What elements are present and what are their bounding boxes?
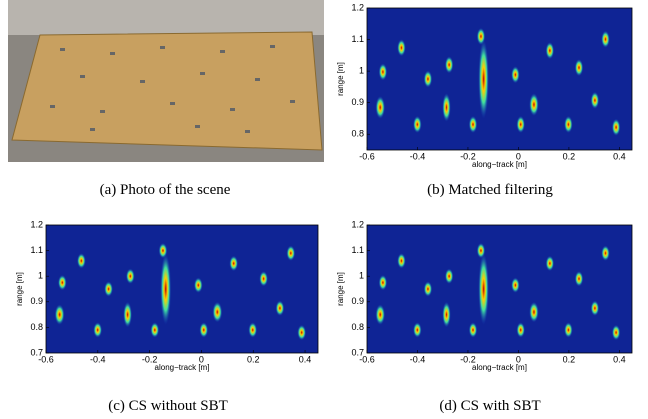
x-tick-label: 0 [516, 354, 521, 364]
x-axis-label: along−track [m] [155, 363, 210, 372]
y-tick-label: 0.8 [30, 322, 43, 332]
x-tick-label: -0.6 [38, 354, 54, 364]
y-tick-label: 0.7 [351, 347, 364, 357]
x-axis-label: along−track [m] [472, 160, 527, 169]
x-tick-label: 0.2 [247, 354, 260, 364]
axes-frame [366, 7, 633, 151]
x-tick-label: 0.2 [563, 151, 576, 161]
x-tick-label: 0.4 [613, 354, 626, 364]
y-axis-label: range [m] [15, 272, 24, 306]
caption: (b) Matched filtering [427, 182, 553, 198]
x-tick-label: -0.6 [359, 151, 375, 161]
y-tick-label: 1.2 [351, 219, 364, 229]
photo [8, 0, 324, 162]
x-tick-label: -0.6 [359, 354, 375, 364]
x-tick-label: -0.4 [90, 354, 106, 364]
caption: (c) CS without SBT [108, 398, 228, 414]
axes-frame [366, 224, 633, 354]
y-tick-label: 1 [359, 65, 364, 75]
y-tick-label: 0.7 [30, 347, 43, 357]
heatmap [46, 225, 318, 353]
y-tick-label: 1 [38, 271, 43, 281]
caption: (a) Photo of the scene [100, 182, 231, 198]
x-tick-label: -0.2 [460, 151, 476, 161]
x-tick-label: -0.2 [460, 354, 476, 364]
y-tick-label: 0.9 [351, 97, 364, 107]
y-tick-label: 1.2 [351, 2, 364, 12]
heatmap [367, 8, 632, 150]
y-tick-label: 1 [359, 271, 364, 281]
y-axis-label: range [m] [336, 62, 345, 96]
x-tick-label: -0.4 [410, 151, 426, 161]
y-tick-label: 0.8 [351, 129, 364, 139]
x-tick-label: -0.4 [410, 354, 426, 364]
x-tick-label: 0.2 [563, 354, 576, 364]
y-tick-label: 0.8 [351, 322, 364, 332]
x-axis-label: along−track [m] [472, 363, 527, 372]
x-tick-label: 0.4 [613, 151, 626, 161]
y-tick-label: 0.9 [30, 296, 43, 306]
x-tick-label: -0.2 [142, 354, 158, 364]
y-tick-label: 1.1 [351, 34, 364, 44]
x-tick-label: 0 [516, 151, 521, 161]
y-axis-label: range [m] [336, 272, 345, 306]
y-tick-label: 1.1 [30, 245, 43, 255]
x-tick-label: 0.4 [299, 354, 312, 364]
caption: (d) CS with SBT [439, 398, 540, 414]
axes-frame [45, 224, 319, 354]
y-tick-label: 1.1 [351, 245, 364, 255]
y-tick-label: 0.9 [351, 296, 364, 306]
x-tick-label: 0 [199, 354, 204, 364]
heatmap [367, 225, 632, 353]
y-tick-label: 1.2 [30, 219, 43, 229]
